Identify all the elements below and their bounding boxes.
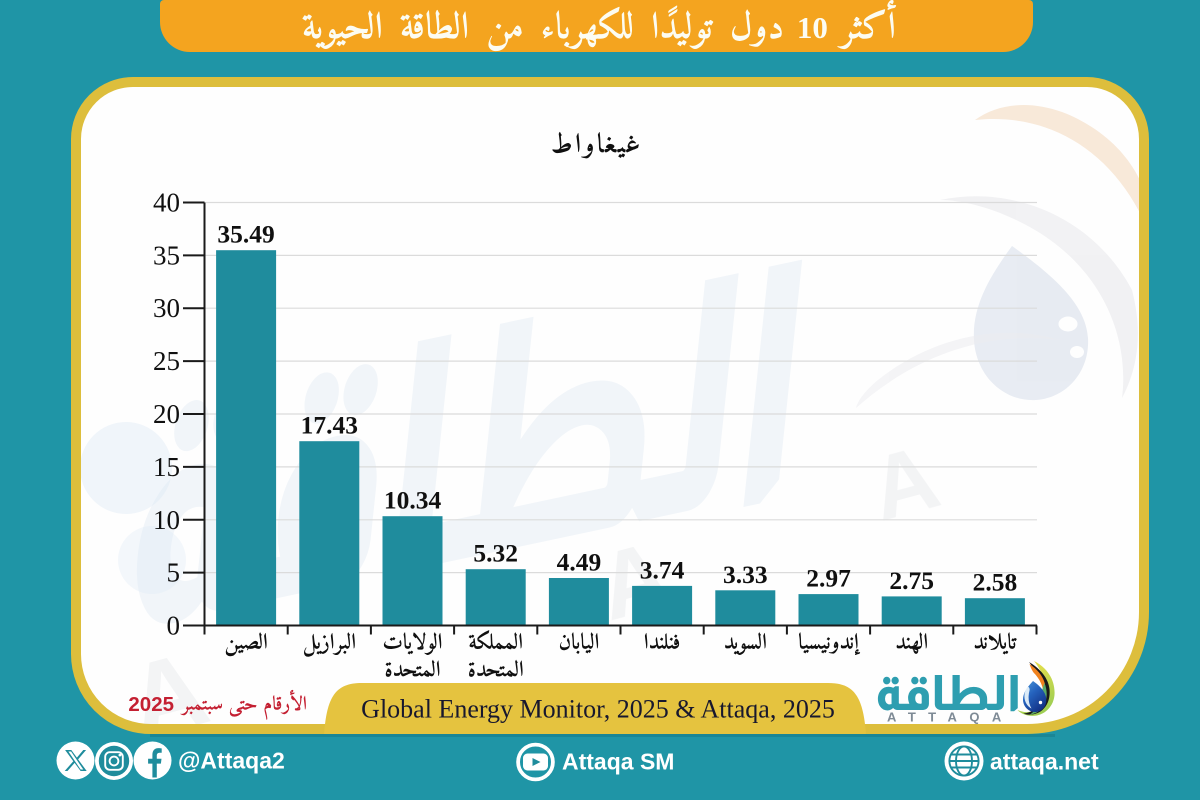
svg-text:5: 5 bbox=[167, 558, 181, 588]
svg-text:0: 0 bbox=[167, 611, 181, 641]
svg-text:30: 30 bbox=[153, 293, 180, 323]
svg-text:2.97: 2.97 bbox=[806, 564, 851, 593]
svg-text:25: 25 bbox=[153, 346, 180, 376]
svg-text:4.49: 4.49 bbox=[557, 548, 602, 577]
svg-text:17.43: 17.43 bbox=[301, 411, 358, 440]
svg-text:35.49: 35.49 bbox=[217, 220, 274, 249]
svg-text:10: 10 bbox=[153, 505, 180, 535]
svg-text:2.75: 2.75 bbox=[889, 566, 934, 595]
svg-text:attaqa.net: attaqa.net bbox=[990, 749, 1099, 775]
svg-text:2025: 2025 bbox=[128, 693, 174, 716]
svg-text:35: 35 bbox=[153, 240, 180, 270]
svg-text:A: A bbox=[860, 427, 949, 540]
svg-text:10.34: 10.34 bbox=[384, 486, 442, 515]
svg-text:40: 40 bbox=[153, 188, 180, 218]
svg-text:3.33: 3.33 bbox=[723, 560, 768, 589]
svg-text:15: 15 bbox=[153, 452, 180, 482]
svg-text:5.32: 5.32 bbox=[473, 539, 518, 568]
svg-text:Global Energy Monitor, 2025 &: Global Energy Monitor, 2025 & Attaqa, 20… bbox=[361, 695, 835, 724]
svg-text:2.58: 2.58 bbox=[973, 568, 1018, 597]
svg-text:20: 20 bbox=[153, 399, 180, 429]
svg-text:Attaqa SM: Attaqa SM bbox=[562, 749, 674, 775]
svg-text:@Attaqa2: @Attaqa2 bbox=[178, 748, 285, 774]
svg-text:10: 10 bbox=[797, 10, 828, 45]
svg-text:3.74: 3.74 bbox=[640, 555, 685, 584]
svg-text:ATTAQA: ATTAQA bbox=[887, 710, 1014, 725]
